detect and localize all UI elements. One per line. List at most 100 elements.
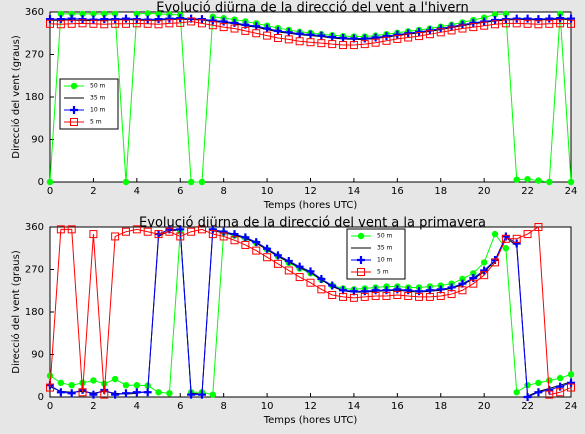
x-tick-label: 4 [134, 186, 140, 197]
point [459, 275, 466, 283]
point [306, 278, 315, 287]
point [524, 381, 531, 389]
point [523, 14, 532, 23]
point [133, 10, 141, 18]
legend-marker [357, 268, 365, 276]
point [89, 390, 98, 399]
point [295, 29, 304, 38]
point [122, 178, 130, 186]
x-tick-label: 22 [521, 186, 534, 197]
point [295, 37, 304, 46]
y-tick-label: 360 [25, 222, 44, 233]
point [382, 32, 391, 41]
point [133, 381, 141, 389]
point [46, 178, 54, 186]
point [56, 20, 65, 29]
point [209, 391, 217, 398]
y-tick-label: 90 [31, 350, 44, 361]
point [534, 388, 543, 397]
point [101, 10, 108, 18]
point [480, 271, 489, 280]
y-axis-label: Direcció del vent (graus) [10, 250, 22, 374]
point [143, 19, 152, 28]
point [480, 17, 489, 26]
point [187, 178, 195, 186]
point [143, 227, 152, 236]
point [513, 389, 520, 396]
point [502, 10, 510, 18]
point [501, 15, 510, 24]
point [469, 279, 478, 288]
point [57, 379, 65, 387]
point [89, 15, 98, 24]
point [89, 230, 98, 239]
point [252, 246, 261, 255]
point [143, 15, 152, 24]
point [90, 10, 97, 18]
point [230, 236, 239, 245]
point [306, 30, 315, 39]
point [273, 251, 282, 260]
x-tick-label: 16 [391, 401, 404, 412]
point [328, 291, 337, 299]
point [535, 379, 542, 387]
point [241, 240, 250, 249]
y-tick-label: 90 [31, 135, 44, 146]
x-tick-label: 0 [47, 401, 53, 412]
point [143, 388, 152, 397]
legend-label: 10 m [377, 257, 393, 264]
point [360, 292, 369, 301]
point [89, 19, 98, 28]
point [46, 383, 54, 392]
legend-marker [357, 232, 365, 240]
point [546, 377, 553, 384]
point [197, 15, 206, 24]
y-tick-label: 360 [25, 7, 44, 18]
point [393, 291, 402, 299]
point [371, 38, 380, 47]
point [68, 381, 75, 389]
x-tick-label: 6 [177, 401, 183, 412]
series-line [49, 226, 572, 396]
x-tick-label: 14 [348, 401, 361, 412]
legend: 50 m 35 m 10 m 5 m [59, 78, 119, 130]
point [144, 10, 151, 17]
point [447, 290, 456, 299]
point [176, 225, 185, 234]
point [306, 267, 315, 276]
point [284, 28, 293, 37]
point [512, 14, 521, 23]
y-tick-label: 0 [38, 177, 44, 188]
legend-box [59, 78, 119, 130]
point [349, 41, 358, 50]
point [339, 41, 348, 50]
point [382, 291, 391, 300]
point [198, 178, 206, 186]
point [252, 238, 261, 247]
point [284, 266, 293, 275]
plot-area [49, 226, 572, 398]
point [371, 291, 380, 300]
point [556, 14, 565, 23]
point [491, 258, 500, 267]
point [501, 19, 510, 28]
x-tick-label: 10 [261, 401, 274, 412]
y-tick-label: 270 [25, 50, 44, 61]
point [317, 274, 326, 283]
point [111, 375, 119, 383]
point [447, 26, 456, 35]
x-tick-label: 20 [478, 186, 491, 197]
legend: 50 m 35 m 10 m 5 m [346, 228, 406, 280]
point [165, 19, 174, 28]
x-tick-label: 24 [565, 401, 578, 412]
legend-marker [70, 106, 78, 114]
point [111, 10, 119, 18]
x-tick-label: 2 [90, 401, 96, 412]
point [284, 257, 293, 265]
point [111, 232, 120, 241]
point [56, 388, 65, 397]
x-tick-label: 20 [478, 401, 491, 412]
point [166, 390, 173, 397]
legend-label: 5 m [90, 119, 102, 126]
point [208, 230, 217, 239]
